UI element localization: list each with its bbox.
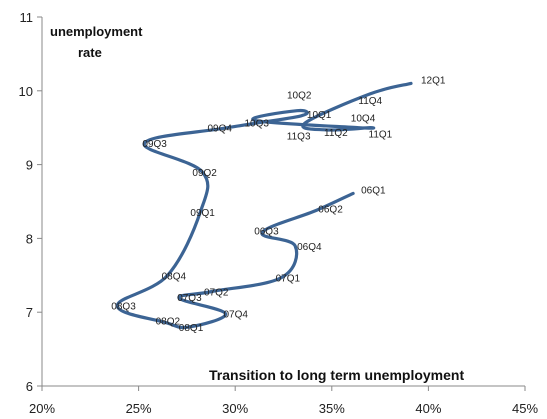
point-label: 06Q2 xyxy=(318,204,343,215)
point-label: 10Q2 xyxy=(287,91,312,102)
y-axis-label: rate xyxy=(78,45,102,60)
point-label: 09Q4 xyxy=(208,124,233,135)
x-tick-label: 35% xyxy=(319,401,345,416)
point-label: 08Q1 xyxy=(179,323,204,334)
point-label: 11Q2 xyxy=(324,128,348,139)
axes: 6 7 8 9 10 11 20% 25% 30% 35% 40% 45% xyxy=(19,10,539,416)
y-tick-label: 9 xyxy=(26,158,33,173)
point-label: 08Q2 xyxy=(156,317,181,328)
point-label: 07Q4 xyxy=(224,310,249,321)
point-label: 07Q1 xyxy=(276,274,301,285)
x-tick-label: 25% xyxy=(126,401,152,416)
point-label: 10Q1 xyxy=(307,110,332,121)
y-tick-label: 6 xyxy=(26,379,33,394)
point-label: 10Q4 xyxy=(351,114,376,125)
point-label: 09Q1 xyxy=(190,208,215,219)
y-axis-label: unemployment xyxy=(50,24,143,39)
point-label: 07Q3 xyxy=(177,293,202,304)
y-tick-label: 11 xyxy=(20,10,34,25)
x-tick-label: 30% xyxy=(222,401,248,416)
point-label: 06Q3 xyxy=(254,227,279,238)
y-tick-label: 8 xyxy=(26,231,33,246)
point-label: 11Q4 xyxy=(358,96,382,107)
point-label: 11Q1 xyxy=(369,130,393,141)
x-tick-label: 45% xyxy=(512,401,538,416)
point-label: 10Q3 xyxy=(245,118,270,129)
y-ticks: 6 7 8 9 10 11 xyxy=(19,10,42,394)
point-label: 06Q1 xyxy=(361,185,386,196)
x-axis-label: Transition to long term unemployment xyxy=(209,367,464,383)
point-label: 12Q1 xyxy=(421,75,446,86)
y-tick-label: 7 xyxy=(26,305,33,320)
point-label: 08Q4 xyxy=(162,271,187,282)
point-label: 08Q3 xyxy=(111,302,136,313)
point-label: 09Q3 xyxy=(142,139,167,150)
x-ticks: 20% 25% 30% 35% 40% 45% xyxy=(29,386,538,416)
y-tick-label: 10 xyxy=(19,84,33,99)
point-label: 07Q2 xyxy=(204,288,229,299)
x-tick-label: 40% xyxy=(415,401,441,416)
series-line xyxy=(115,81,413,330)
point-label: 06Q4 xyxy=(297,242,322,253)
point-label: 09Q2 xyxy=(192,168,217,179)
x-tick-label: 20% xyxy=(29,401,55,416)
point-label: 11Q3 xyxy=(287,131,311,142)
